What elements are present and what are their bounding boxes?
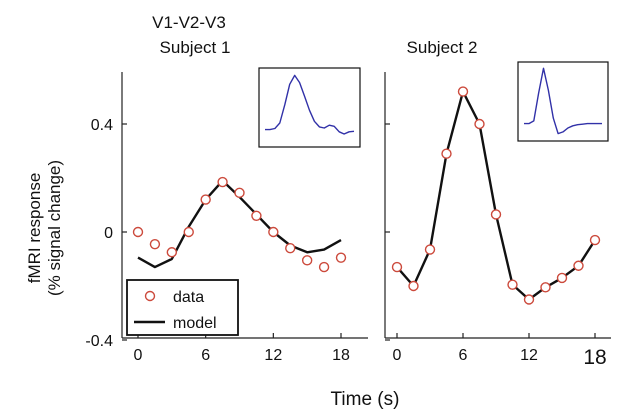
panel1-x-tick-label: 0 [134,347,143,364]
y-tick-label: -0.4 [85,333,113,350]
legend-frame [126,279,239,336]
panel1-data-point [285,242,296,254]
panel2-x-tick-label: 12 [520,347,538,364]
panel2-x-tick-label: 18 [583,346,606,369]
panel2-x-tick-label: 0 [393,347,402,364]
panel1-inset-frame [258,67,361,148]
y-tick-label: 0.4 [91,117,113,134]
panel2-data-point [573,260,584,271]
panel2-data-point [523,294,535,305]
panel2-data-point [408,280,419,292]
legend-model-label: model [173,315,217,332]
panel1-subtitle: Subject 1 [160,38,231,57]
panel1-title: V1-V2-V3 [152,13,226,32]
inset-layer [265,67,602,135]
panel1-x-tick-label: 12 [264,347,282,364]
panel2-title: Subject 2 [407,38,478,57]
panel2-inset-frame [517,61,609,142]
panel2-data-point [474,118,485,130]
panel2-data-point [441,148,452,159]
panel1-data-point [200,194,211,205]
panel1-data-point [132,226,144,238]
panel2-data-point [424,244,436,255]
panel1-axes [121,72,368,339]
panel2-axes [384,72,611,339]
panel1-x-tick-label: 18 [332,347,350,364]
legend: data model [126,279,239,336]
series-layer [132,86,601,305]
panel2-data-point [391,261,403,273]
panel1-data-point [268,226,279,238]
y-tick-label: 0 [104,225,113,242]
panel1-data-point [318,261,330,273]
panel2-data-point [490,209,502,220]
x-axis-label: Time (s) [331,389,400,410]
y-axis-label: fMRI response [25,173,44,284]
panel2-data-point [556,272,568,284]
tick-layer: 0 6 12 18 -0.4 0 0.4 0 6 12 18 [85,117,606,369]
panel2-x-tick-label: 6 [459,347,468,364]
legend-data-label: data [173,289,204,306]
panel1-data-point [301,255,313,266]
panel2-data-point [457,86,469,97]
panel1-inset-curve [265,74,355,135]
panel2-data-point [540,282,551,293]
panel1-data-point [234,187,245,199]
y-axis-label-units: (% signal change) [45,160,64,296]
panel1-x-tick-label: 6 [201,347,210,364]
panel1-data-point [217,176,228,188]
panel1-data-point [149,238,161,250]
panel1-data-point [183,226,194,238]
panel2-data-point [507,279,518,290]
legend-data-marker [144,290,156,302]
panel1-data-point [166,247,178,258]
panel2-data-point [589,234,601,246]
panel2-inset-curve [524,67,602,135]
panel1-data-point [251,210,262,222]
panel1-data-point [335,252,347,263]
